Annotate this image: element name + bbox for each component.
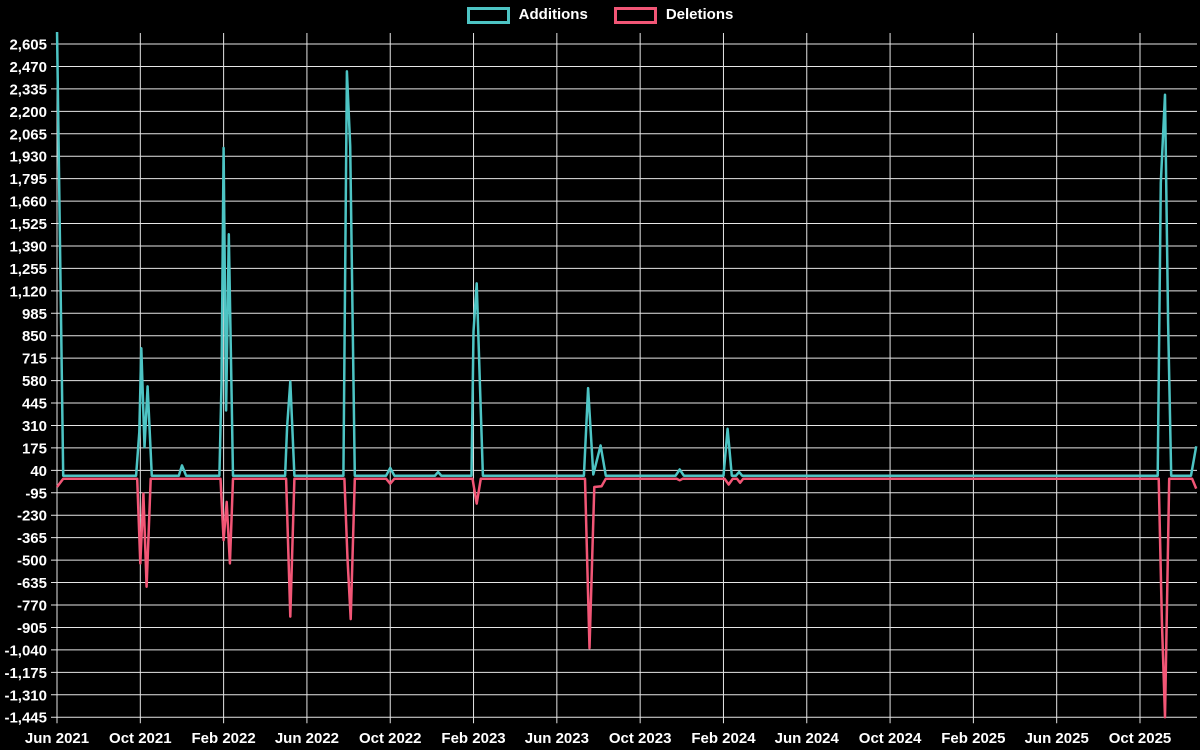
y-tick-label: 40 bbox=[30, 463, 47, 480]
x-tick-label: Jun 2021 bbox=[25, 730, 89, 747]
y-tick-label: -635 bbox=[17, 575, 47, 592]
legend-label-deletions: Deletions bbox=[665, 6, 734, 23]
y-tick-label: 310 bbox=[22, 418, 47, 435]
x-tick-label: Oct 2023 bbox=[609, 730, 672, 747]
y-tick-label: -365 bbox=[17, 530, 47, 547]
x-tick-label: Feb 2022 bbox=[192, 730, 256, 747]
y-tick-label: -230 bbox=[17, 508, 47, 525]
y-tick-label: 1,795 bbox=[9, 171, 47, 188]
chart-legend: Additions Deletions bbox=[0, 6, 1200, 24]
y-tick-label: 985 bbox=[22, 306, 47, 323]
y-tick-label: 2,470 bbox=[9, 59, 47, 76]
y-tick-label: -1,040 bbox=[4, 642, 47, 659]
additions-swatch-icon bbox=[466, 6, 510, 24]
y-tick-label: 2,065 bbox=[9, 126, 47, 143]
y-tick-label: -1,445 bbox=[4, 710, 47, 727]
y-tick-label: 2,605 bbox=[9, 37, 47, 54]
x-tick-label: Jun 2023 bbox=[525, 730, 589, 747]
y-tick-label: 2,335 bbox=[9, 81, 47, 98]
x-tick-label: Oct 2024 bbox=[859, 730, 922, 747]
y-tick-label: -1,310 bbox=[4, 687, 47, 704]
y-tick-label: 445 bbox=[22, 396, 47, 413]
x-tick-label: Oct 2025 bbox=[1109, 730, 1172, 747]
x-tick-label: Jun 2022 bbox=[275, 730, 339, 747]
deletions-swatch-icon bbox=[613, 6, 657, 24]
y-tick-label: -500 bbox=[17, 553, 47, 570]
x-tick-label: Oct 2022 bbox=[359, 730, 422, 747]
y-tick-label: 175 bbox=[22, 440, 47, 457]
y-tick-label: 1,120 bbox=[9, 283, 47, 300]
y-tick-label: -95 bbox=[25, 485, 47, 502]
y-tick-label: 1,255 bbox=[9, 261, 47, 278]
y-tick-label: 2,200 bbox=[9, 104, 47, 121]
x-tick-label: Feb 2023 bbox=[441, 730, 505, 747]
series-deletions-line bbox=[55, 477, 1198, 719]
x-tick-label: Oct 2021 bbox=[109, 730, 172, 747]
y-tick-label: 1,390 bbox=[9, 238, 47, 255]
x-tick-label: Feb 2024 bbox=[691, 730, 756, 747]
y-tick-label: 580 bbox=[22, 373, 47, 390]
y-tick-label: 715 bbox=[22, 351, 47, 368]
y-tick-label: -770 bbox=[17, 598, 47, 615]
x-tick-label: Feb 2025 bbox=[941, 730, 1005, 747]
y-tick-label: -1,175 bbox=[4, 665, 47, 682]
legend-item-deletions[interactable]: Deletions bbox=[613, 6, 734, 24]
y-tick-label: 1,525 bbox=[9, 216, 47, 233]
y-tick-label: 1,660 bbox=[9, 194, 47, 211]
series-additions-line bbox=[55, 32, 1198, 477]
y-tick-label: -905 bbox=[17, 620, 47, 637]
y-tick-label: 850 bbox=[22, 328, 47, 345]
legend-label-additions: Additions bbox=[518, 6, 588, 23]
legend-item-additions[interactable]: Additions bbox=[466, 6, 588, 24]
y-tick-label: 1,930 bbox=[9, 149, 47, 166]
x-tick-label: Jun 2024 bbox=[775, 730, 840, 747]
x-tick-label: Jun 2025 bbox=[1025, 730, 1089, 747]
